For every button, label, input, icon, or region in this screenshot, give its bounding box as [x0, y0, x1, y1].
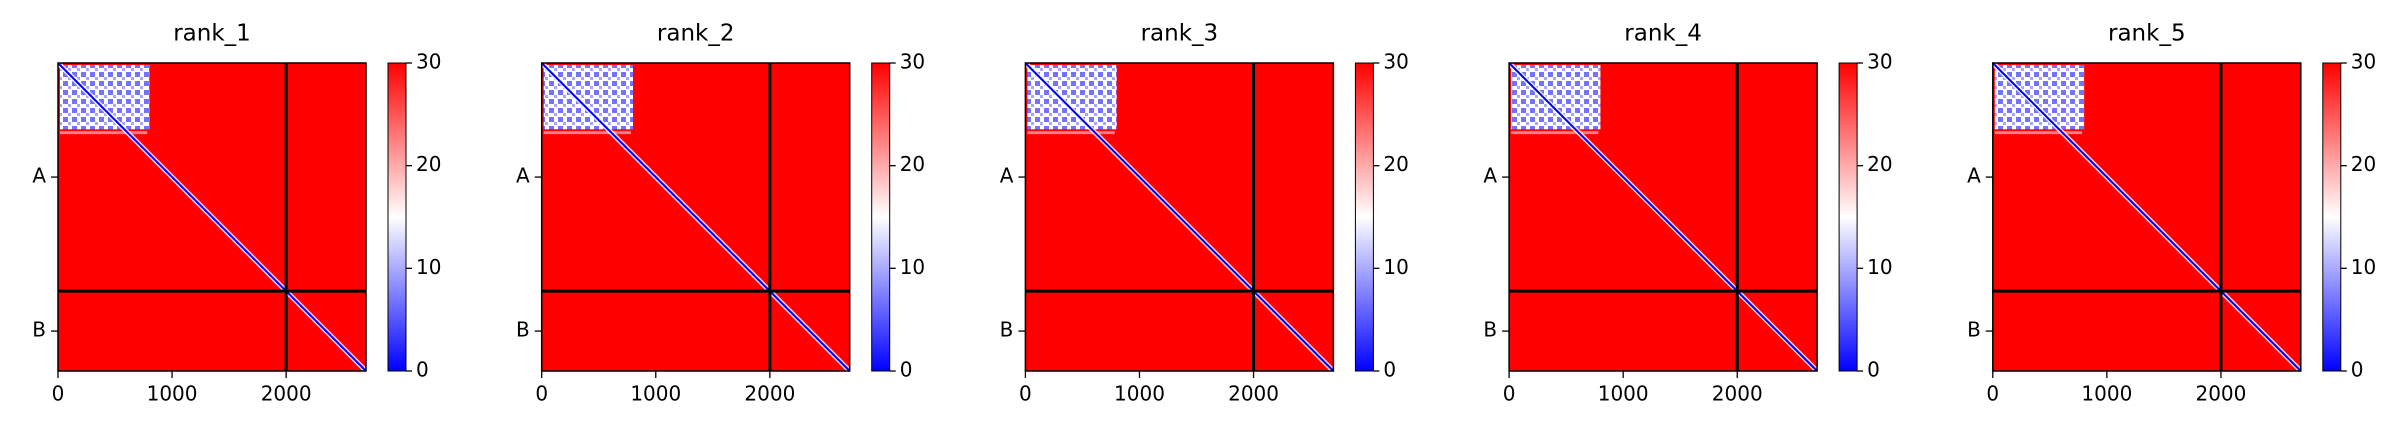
plot-frame	[1024, 62, 1335, 372]
plot-frame	[1992, 62, 2302, 372]
colorbar-tick-label: 20	[416, 152, 441, 176]
x-tick-label: 1000	[630, 382, 681, 406]
low-error-block	[1511, 65, 1601, 130]
diagonal	[1024, 62, 1335, 372]
panel-title: rank_5	[2108, 21, 2186, 47]
x-tick-label: 1000	[2081, 382, 2132, 406]
diagonal	[1508, 62, 1818, 372]
colorbar	[871, 62, 891, 372]
panel-title: rank_3	[1141, 21, 1219, 47]
x-tick-label: 0	[1503, 382, 1516, 406]
x-tick-label: 2000	[2195, 382, 2246, 406]
diagonal	[57, 62, 367, 372]
colorbar-tick-label: 10	[1383, 255, 1408, 279]
colorbar-tick-label: 20	[1867, 152, 1892, 176]
colorbar-tick-label: 10	[1867, 255, 1892, 279]
x-tick-label: 2000	[744, 382, 795, 406]
colorbar-tick-label: 10	[2351, 255, 2376, 279]
y-tick-label: B	[516, 318, 530, 342]
colorbar-tick-label: 0	[900, 358, 913, 382]
x-tick-label: 0	[52, 382, 65, 406]
y-tick-label: A	[1000, 164, 1014, 188]
panel-title: rank_2	[657, 21, 735, 47]
panel-title: rank_1	[173, 21, 251, 47]
y-tick-label: A	[32, 164, 46, 188]
y-tick-label: A	[1483, 164, 1497, 188]
x-tick-label: 1000	[1114, 382, 1165, 406]
x-tick-label: 2000	[261, 382, 312, 406]
x-tick-label: 1000	[147, 382, 198, 406]
y-tick-label: B	[1483, 318, 1497, 342]
colorbar-tick-label: 0	[2351, 358, 2364, 382]
y-tick-label: B	[1967, 318, 1981, 342]
low-error-block	[1027, 65, 1117, 130]
diagonal	[540, 62, 851, 372]
x-tick-label: 2000	[1712, 382, 1763, 406]
colorbar-tick-label: 30	[900, 50, 925, 74]
y-tick-label: B	[1000, 318, 1014, 342]
x-tick-label: 0	[535, 382, 548, 406]
low-error-block	[60, 65, 150, 130]
colorbar-tick-label: 0	[1867, 358, 1880, 382]
plot-frame	[57, 62, 367, 372]
diagonal	[1992, 62, 2302, 372]
colorbar-tick-label: 20	[2351, 152, 2376, 176]
colorbar	[2322, 62, 2342, 372]
colorbar-tick-label: 30	[1383, 50, 1408, 74]
plot-frame	[1508, 62, 1818, 372]
y-tick-label: B	[32, 318, 46, 342]
colorbar-tick-label: 30	[2351, 50, 2376, 74]
panel-title: rank_4	[1624, 21, 1702, 47]
colorbar-tick-label: 10	[416, 255, 441, 279]
colorbar-tick-label: 0	[1383, 358, 1396, 382]
x-tick-label: 0	[1019, 382, 1032, 406]
x-tick-label: 0	[1986, 382, 1999, 406]
colorbar-tick-label: 30	[416, 50, 441, 74]
colorbar	[1354, 62, 1374, 372]
colorbar	[1838, 62, 1858, 372]
x-tick-label: 2000	[1228, 382, 1279, 406]
colorbar-tick-label: 0	[416, 358, 429, 382]
colorbar-tick-label: 30	[1867, 50, 1892, 74]
colorbar-tick-label: 20	[1383, 152, 1408, 176]
y-tick-label: A	[1967, 164, 1981, 188]
x-tick-label: 1000	[1598, 382, 1649, 406]
colorbar-tick-label: 20	[900, 152, 925, 176]
y-tick-label: A	[516, 164, 530, 188]
low-error-block	[1994, 65, 2085, 130]
low-error-block	[543, 65, 634, 130]
colorbar-tick-label: 10	[900, 255, 925, 279]
plot-frame	[540, 62, 851, 372]
colorbar	[387, 62, 407, 372]
